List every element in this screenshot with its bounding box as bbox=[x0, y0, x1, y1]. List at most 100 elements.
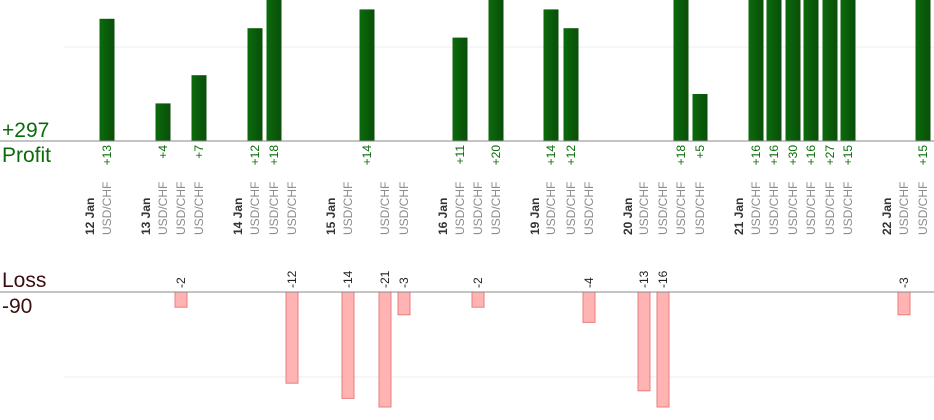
profit-bar bbox=[563, 28, 579, 142]
loss-bar bbox=[341, 291, 355, 399]
pair-label: USD/CHF bbox=[674, 182, 688, 235]
loss-bar bbox=[582, 291, 596, 323]
pair-label: USD/CHF bbox=[174, 182, 188, 235]
date-label: 22 Jan bbox=[880, 198, 894, 235]
profit-bar bbox=[452, 37, 468, 141]
loss-value-label: -12 bbox=[285, 270, 299, 288]
profit-total: +297 bbox=[2, 119, 50, 142]
pair-label: USD/CHF bbox=[267, 182, 281, 235]
pair-label: USD/CHF bbox=[804, 182, 818, 235]
profit-bar bbox=[99, 18, 115, 141]
date-label: 15 Jan bbox=[324, 198, 338, 235]
pair-label: USD/CHF bbox=[767, 182, 781, 235]
pair-label: USD/CHF bbox=[897, 182, 911, 235]
profit-bar bbox=[692, 94, 708, 141]
pair-label: USD/CHF bbox=[637, 182, 651, 235]
date-label: 16 Jan bbox=[436, 198, 450, 235]
profit-value-label: +13 bbox=[100, 145, 114, 166]
loss-value-label: -4 bbox=[582, 277, 596, 288]
date-label: 12 Jan bbox=[83, 198, 97, 235]
loss-bar bbox=[656, 291, 670, 408]
profit-bar bbox=[266, 0, 282, 141]
profit-value-label: +18 bbox=[674, 145, 688, 166]
date-label: 21 Jan bbox=[732, 198, 746, 235]
loss-value-label: -13 bbox=[637, 270, 651, 288]
profit-bar bbox=[803, 0, 819, 141]
pair-label: USD/CHF bbox=[656, 182, 670, 235]
pair-label: USD/CHF bbox=[582, 182, 596, 235]
loss-value-label: -21 bbox=[378, 270, 392, 288]
loss-bar bbox=[897, 291, 911, 316]
loss-value-label: -3 bbox=[397, 277, 411, 288]
profit-value-label: +15 bbox=[916, 145, 930, 166]
pair-label: USD/CHF bbox=[489, 182, 503, 235]
pair-label: USD/CHF bbox=[378, 182, 392, 235]
profit-value-label: +5 bbox=[693, 145, 707, 159]
loss-bar bbox=[378, 291, 392, 408]
loss-bar bbox=[637, 291, 651, 392]
loss-bar bbox=[471, 291, 485, 308]
profit-value-label: +4 bbox=[156, 145, 170, 159]
date-label: 19 Jan bbox=[528, 198, 542, 235]
loss-bar bbox=[174, 291, 188, 308]
pair-label: USD/CHF bbox=[100, 182, 114, 235]
profit-bar bbox=[766, 0, 782, 141]
profit-bar bbox=[359, 9, 375, 142]
profit-bar bbox=[748, 0, 764, 141]
loss-label: Loss bbox=[2, 269, 47, 292]
profit-bar bbox=[247, 28, 263, 142]
profit-value-label: +14 bbox=[360, 145, 374, 166]
pair-label: USD/CHF bbox=[544, 182, 558, 235]
loss-value-label: -16 bbox=[656, 270, 670, 288]
pair-label: USD/CHF bbox=[192, 182, 206, 235]
profit-value-label: +12 bbox=[248, 145, 262, 166]
loss-value-label: -14 bbox=[341, 270, 355, 288]
profit-bar bbox=[822, 0, 838, 141]
profit-value-label: +11 bbox=[453, 145, 467, 165]
profit-label: Profit bbox=[2, 144, 52, 167]
pair-label: USD/CHF bbox=[786, 182, 800, 235]
loss-total: -90 bbox=[2, 295, 33, 318]
pair-label: USD/CHF bbox=[564, 182, 578, 235]
pair-label: USD/CHF bbox=[248, 182, 262, 235]
loss-value-labels: -2 -12 -14 -21 -3 -2 -4 -13 -16 -3 bbox=[174, 270, 911, 288]
profit-bar bbox=[488, 0, 504, 141]
profit-bar bbox=[840, 0, 856, 141]
profit-bar bbox=[543, 9, 559, 142]
loss-bars bbox=[174, 291, 911, 408]
profit-value-label: +30 bbox=[786, 145, 800, 166]
profit-value-label: +14 bbox=[544, 145, 558, 166]
profit-value-labels: +13 +4 +7 +12 +18 +14 +11 +20 +14 +12 +18 +5 +16 +16 +… bbox=[100, 145, 930, 166]
loss-value-label: -2 bbox=[174, 277, 188, 288]
pair-label: USD/CHF bbox=[156, 182, 170, 235]
profit-value-label: +15 bbox=[841, 145, 855, 166]
profit-value-label: +16 bbox=[767, 145, 781, 166]
profit-value-label: +16 bbox=[804, 145, 818, 166]
profit-value-label: +18 bbox=[267, 145, 281, 166]
date-label: 13 Jan bbox=[139, 198, 153, 235]
loss-value-label: -2 bbox=[471, 277, 485, 288]
pair-label: USD/CHF bbox=[341, 182, 355, 235]
pair-label: USD/CHF bbox=[471, 182, 485, 235]
pair-label: USD/CHF bbox=[453, 182, 467, 235]
pair-label: USD/CHF bbox=[285, 182, 299, 235]
loss-bar bbox=[397, 291, 411, 316]
date-label: 14 Jan bbox=[231, 198, 245, 235]
profit-value-label: +12 bbox=[564, 145, 578, 166]
loss-value-label: -3 bbox=[897, 277, 911, 288]
pair-label: USD/CHF bbox=[749, 182, 763, 235]
pair-label: USD/CHF bbox=[693, 182, 707, 235]
profit-bar bbox=[673, 0, 689, 141]
profit-value-label: +16 bbox=[749, 145, 763, 166]
pair-label: USD/CHF bbox=[916, 182, 930, 235]
pair-label: USD/CHF bbox=[823, 182, 837, 235]
profit-bar bbox=[155, 103, 171, 141]
profit-value-label: +27 bbox=[823, 145, 837, 166]
pair-label: USD/CHF bbox=[841, 182, 855, 235]
pair-labels: USD/CHF USD/CHF USD/CHF USD/CHF USD/CHF USD/C… bbox=[100, 182, 930, 235]
date-labels: 12 Jan 13 Jan 14 Jan 15 Jan 16 Jan 19 Jan 20 J… bbox=[83, 198, 894, 235]
date-label: 20 Jan bbox=[621, 198, 635, 235]
profit-value-label: +7 bbox=[192, 145, 206, 159]
profit-bars bbox=[99, 0, 931, 142]
